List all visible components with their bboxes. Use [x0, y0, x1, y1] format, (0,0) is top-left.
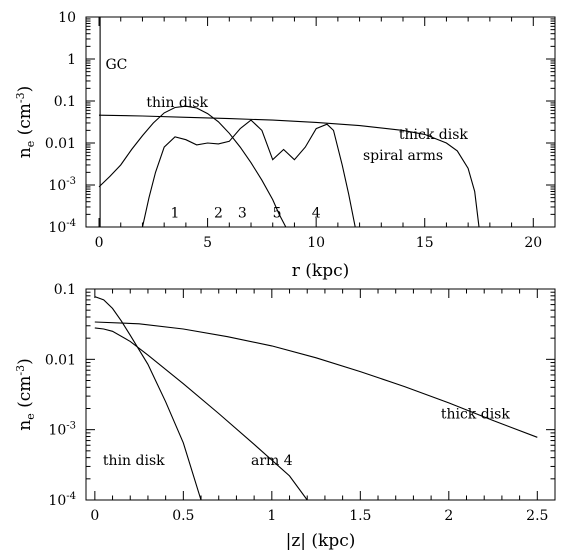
x-tick-label: 20: [524, 235, 542, 251]
y-axis-label: ne (cm-3): [14, 358, 37, 431]
y-tick-label: 10: [58, 10, 76, 26]
annotation-2: 2: [214, 206, 223, 222]
x-tick-label: 2: [444, 508, 453, 524]
plot-frame: [85, 16, 556, 228]
series-line-spiral-arms: [141, 119, 356, 227]
x-axis-label: r (kpc): [292, 261, 350, 281]
plot-frame: [85, 288, 556, 501]
x-tick-label: 15: [416, 235, 434, 251]
y-tick-label: 0.1: [54, 282, 76, 298]
annotation-1: 1: [171, 206, 180, 222]
x-tick-label: 2.5: [526, 508, 548, 524]
series-line-arm-4: [94, 327, 308, 500]
annotation-spiral-arms: spiral arms: [363, 148, 443, 164]
panel-vertical-profile: 0 0.5 1 1.5 2 2.5 10-4 10-3 0.01 0.1 |z| (kpc) ne (…: [14, 282, 556, 551]
x-tick-label: 0: [90, 508, 99, 524]
x-tick-label: 1: [267, 508, 276, 524]
y-tick-label: 10-3: [48, 421, 76, 439]
series-line-thick-disk: [94, 321, 538, 438]
x-tick-label: 1.5: [349, 508, 371, 524]
annotation-thin-disk: thin disk: [146, 95, 208, 111]
x-axis-label: |z| (kpc): [286, 531, 356, 551]
x-tick-label: 10: [307, 235, 325, 251]
x-tick-label: 0.5: [172, 508, 194, 524]
x-tick-label: 0: [95, 235, 104, 251]
annotation-5: 5: [273, 206, 282, 222]
annotation-thick-disk: thick disk: [441, 406, 511, 422]
annotation-3: 3: [238, 206, 247, 222]
y-tick-label: 0.01: [45, 352, 76, 368]
annotation-thin-disk: thin disk: [103, 453, 165, 469]
annotation-gc: GC: [105, 57, 127, 73]
y-tick-label: 10-4: [48, 491, 76, 509]
y-tick-label: 1: [67, 52, 76, 68]
y-axis-label: ne (cm-3): [14, 86, 37, 159]
annotation-thick-disk: thick disk: [399, 127, 469, 143]
annotation-arm-4: arm 4: [251, 453, 293, 469]
series-line-thin-disk: [98, 105, 287, 227]
y-tick-label: 10-4: [48, 218, 76, 236]
y-tick-label: 0.01: [45, 136, 76, 152]
series-line-thin-disk: [94, 296, 202, 500]
x-tick-label: 5: [203, 235, 212, 251]
y-tick-label: 0.1: [54, 94, 76, 110]
annotation-4: 4: [312, 206, 321, 222]
y-tick-label: 10-3: [48, 176, 76, 194]
series-line-thick-disk: [98, 114, 480, 227]
